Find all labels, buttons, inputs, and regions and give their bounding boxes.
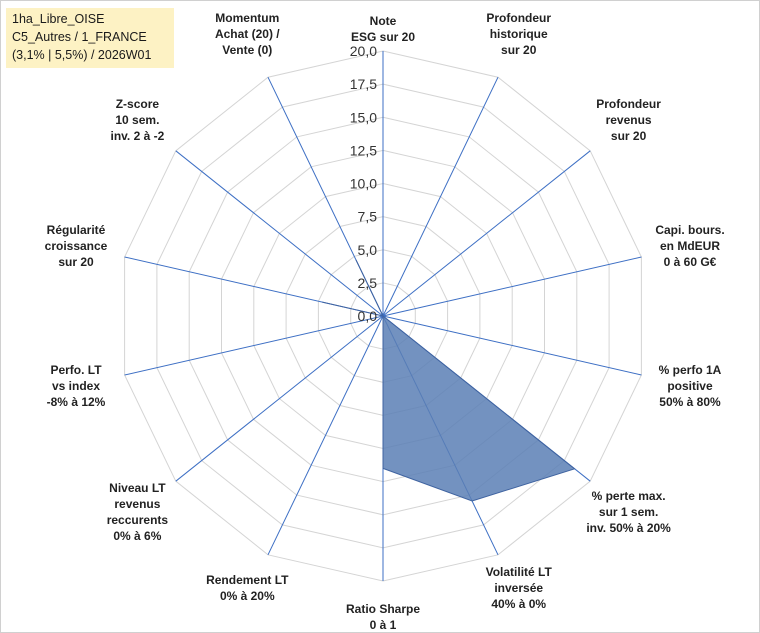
axis-label-line: 40% à 0%	[491, 597, 546, 611]
series-area	[322, 259, 576, 502]
axis-spoke	[175, 150, 384, 317]
axis-label-line: 0 à 1	[370, 618, 397, 632]
axis-label-line: revenus	[606, 113, 652, 127]
axis-spoke	[382, 256, 642, 317]
axis-label-line: 0% à 6%	[113, 529, 161, 543]
axis-spoke	[382, 150, 591, 317]
axis-label-line: vs index	[52, 379, 100, 393]
axis-label: Volatilité LT inversée 40% à 0%	[486, 565, 553, 611]
title-line-2: C5_Autres / 1_FRANCE	[12, 30, 147, 44]
axis-label: Z-score 10 sem. inv. 2 à -2	[110, 97, 164, 143]
axis-label-line: Niveau LT	[109, 481, 166, 495]
axis-label-line: Profondeur	[486, 11, 551, 25]
axis-label-line: sur 1 sem.	[599, 505, 658, 519]
axis-label-line: Achat (20) /	[215, 27, 280, 41]
axis-label-line: revenus	[114, 497, 160, 511]
axis-label-line: % perfo 1A	[659, 363, 722, 377]
title-line-3: (3,1% | 5,5%) / 2026W01	[12, 48, 152, 62]
axis-label-line: Ratio Sharpe	[346, 602, 420, 616]
axis-label-line: sur 20	[58, 255, 94, 269]
axis-spoke	[382, 315, 642, 376]
axis-label: Capi. bours. en MdEUR 0 à 60 G€	[655, 223, 724, 269]
axis-spoke	[267, 315, 384, 556]
axis-label-line: inv. 2 à -2	[110, 129, 164, 143]
axis-label-line: en MdEUR	[660, 239, 720, 253]
axis-label-line: Rendement LT	[206, 573, 289, 587]
axis-label-line: -8% à 12%	[47, 395, 106, 409]
axis-label-line: Volatilité LT	[486, 565, 553, 579]
tick-label: 2,5	[358, 275, 378, 291]
tick-label: 0,0	[358, 308, 378, 324]
axis-label-line: 0% à 20%	[220, 589, 275, 603]
axis-label-line: croissance	[45, 239, 108, 253]
tick-label: 20,0	[350, 43, 377, 59]
axis-label-line: inv. 50% à 20%	[586, 521, 671, 535]
axis-spoke	[124, 315, 384, 376]
axis-label-line: Perfo. LT	[50, 363, 102, 377]
title-line-1: 1ha_Libre_OISE	[12, 12, 105, 26]
axis-label-line: historique	[490, 27, 548, 41]
axis-spoke	[382, 76, 499, 317]
axis-label: Momentum Achat (20) / Vente (0)	[215, 11, 280, 57]
radar-tick-labels: 0,0 2,5 5,0 7,5 10,0 12,5 15,0 17,5 20,0	[350, 43, 377, 324]
tick-label: 10,0	[350, 176, 377, 192]
axis-label: % perte max. sur 1 sem. inv. 50% à 20%	[586, 489, 671, 535]
axis-label: Perfo. LT vs index -8% à 12%	[47, 363, 106, 409]
chart-title-box: 1ha_Libre_OISE C5_Autres / 1_FRANCE (3,1…	[6, 8, 174, 68]
axis-label: Profondeur revenus sur 20	[596, 97, 661, 143]
axis-label-line: Vente (0)	[222, 43, 272, 57]
axis-label: Régularité croissance sur 20	[45, 223, 108, 269]
tick-label: 17,5	[350, 76, 377, 92]
axis-label: % perfo 1A positive 50% à 80%	[659, 363, 722, 409]
radar-series	[322, 259, 576, 502]
tick-label: 7,5	[358, 209, 378, 225]
axis-label-line: Régularité	[47, 223, 106, 237]
axis-label: Profondeur historique sur 20	[486, 11, 551, 57]
axis-label-line: Z-score	[116, 97, 160, 111]
axis-label-line: positive	[667, 379, 713, 393]
axis-label-line: sur 20	[611, 129, 647, 143]
axis-label: Note ESG sur 20	[351, 14, 415, 44]
axis-label: Rendement LT 0% à 20%	[206, 573, 289, 603]
axis-label-line: 10 sem.	[115, 113, 159, 127]
axis-label-line: 50% à 80%	[659, 395, 721, 409]
tick-label: 5,0	[358, 242, 378, 258]
axis-label-line: inversée	[494, 581, 543, 595]
axis-label: Niveau LT revenus reccurents 0% à 6%	[107, 481, 169, 543]
axis-label-line: sur 20	[501, 43, 537, 57]
axis-label-line: % perte max.	[592, 489, 666, 503]
axis-label: Ratio Sharpe 0 à 1	[346, 602, 420, 632]
axis-label-line: Capi. bours.	[655, 223, 724, 237]
axis-label-line: 0 à 60 G€	[664, 255, 717, 269]
axis-label-line: Profondeur	[596, 97, 661, 111]
axis-label-line: Note	[370, 14, 397, 28]
radar-axis-labels: Note ESG sur 20 Profondeur historique sur 20…	[45, 11, 725, 632]
axis-spoke	[175, 315, 384, 482]
axis-label-line: ESG sur 20	[351, 30, 415, 44]
axis-label-line: Momentum	[215, 11, 279, 25]
axis-label-line: reccurents	[107, 513, 169, 527]
tick-label: 15,0	[350, 109, 377, 125]
tick-label: 12,5	[350, 142, 377, 158]
